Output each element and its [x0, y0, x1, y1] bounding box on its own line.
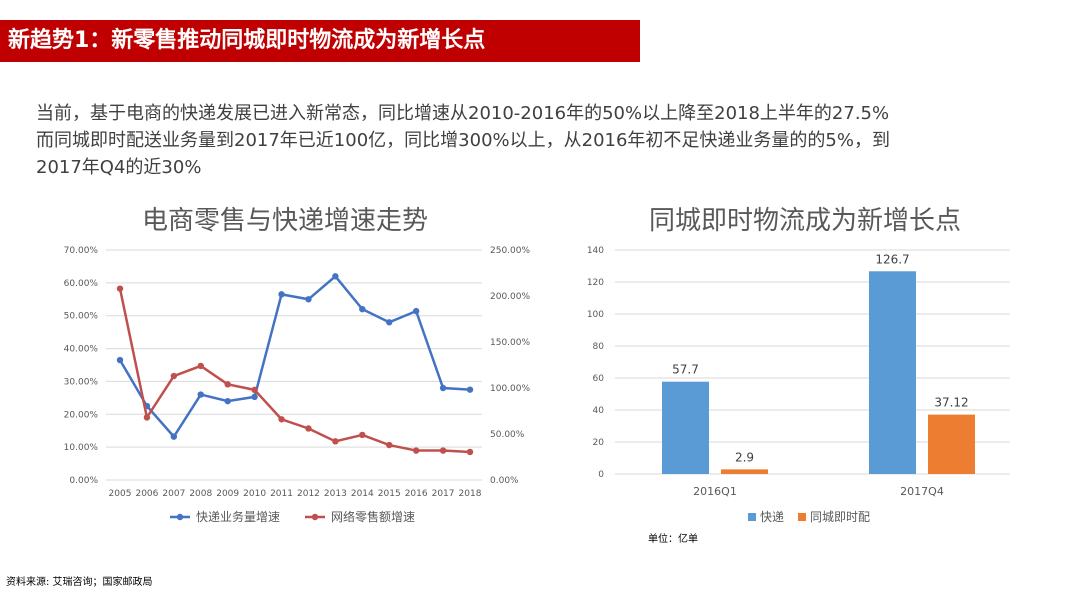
bar-value-label: 57.7 — [672, 363, 699, 377]
y-right-tick-label: 50.00% — [490, 430, 525, 440]
y-tick-label: 100 — [587, 310, 604, 320]
data-point — [332, 273, 339, 280]
intro-paragraph: 当前，基于电商的快递发展已进入新常态，同比增速从2010-2016年的50%以上… — [36, 100, 1046, 181]
bar-value-label: 37.12 — [934, 396, 968, 410]
bar — [662, 381, 709, 474]
x-tick-label: 2013 — [324, 489, 347, 499]
x-tick-label: 2017Q4 — [900, 485, 944, 498]
data-point — [251, 393, 258, 401]
data-point — [466, 448, 474, 456]
x-tick-label: 2018 — [459, 489, 482, 499]
y-tick-label: 0 — [598, 470, 604, 480]
bar — [869, 271, 916, 474]
intro-line-1: 当前，基于电商的快递发展已进入新常态，同比增速从2010-2016年的50%以上… — [36, 103, 890, 124]
data-point — [386, 441, 393, 449]
line-chart-title: 电商零售与快递增速走势 — [141, 206, 428, 236]
x-tick-label: 2012 — [297, 489, 320, 499]
legend-swatch-marker — [176, 513, 184, 521]
x-tick-label: 2014 — [351, 489, 374, 499]
y-tick-label: 120 — [587, 278, 604, 288]
x-tick-label: 2015 — [378, 489, 401, 499]
bar — [928, 414, 975, 474]
bar — [721, 469, 768, 474]
series-line-2 — [118, 288, 471, 454]
x-tick-label: 2007 — [162, 489, 185, 499]
bar-chart-title: 同城即时物流成为新增长点 — [648, 206, 961, 236]
intro-line-2: 而同城即时配送业务量到2017年已近100亿，同比增300%以上，从2016年初… — [36, 130, 890, 151]
x-tick-label: 2016Q1 — [693, 485, 737, 498]
y-left-tick-label: 30.00% — [64, 377, 99, 387]
y-left-tick-label: 60.00% — [64, 279, 99, 289]
data-point — [466, 386, 474, 393]
y-right-tick-label: 100.00% — [490, 384, 530, 394]
y-tick-label: 60 — [593, 374, 605, 384]
y-left-tick-label: 70.00% — [64, 246, 99, 256]
legend-label: 快递业务量增速 — [196, 509, 280, 524]
legend-label: 同城即时配 — [810, 510, 870, 524]
legend-swatch — [798, 513, 806, 521]
legend-label: 网络零售额增速 — [331, 509, 415, 524]
data-point — [170, 372, 178, 380]
data-point — [359, 431, 366, 439]
source-note: 资料来源: 艾瑞咨询；国家邮政局 — [6, 577, 153, 588]
y-left-tick-label: 40.00% — [64, 345, 99, 355]
x-tick-label: 2011 — [270, 489, 293, 499]
data-point — [197, 362, 204, 370]
bar-value-label: 2.9 — [735, 450, 754, 464]
x-tick-label: 2006 — [135, 489, 158, 499]
data-point — [439, 384, 447, 392]
data-point — [278, 416, 285, 423]
data-point — [251, 386, 258, 394]
x-tick-label: 2008 — [189, 489, 212, 499]
data-point — [359, 305, 366, 313]
data-point — [305, 296, 312, 303]
data-point — [386, 319, 393, 326]
page-title: 新趋势1：新零售推动同城即时物流成为新增长点 — [0, 20, 640, 62]
data-point — [224, 397, 231, 405]
bar-chart: 0 20 40 60 80 100 120 140 2016Q1 2017Q4 57.7 126.7 2… — [587, 246, 1010, 524]
y-left-tick-label: 50.00% — [64, 312, 99, 322]
data-point — [305, 425, 312, 432]
data-point — [412, 447, 420, 454]
data-point — [197, 391, 204, 398]
data-point — [170, 433, 178, 440]
data-point — [332, 438, 339, 445]
y-tick-label: 140 — [587, 246, 604, 256]
y-right-tick-label: 150.00% — [490, 338, 530, 348]
intro-line-3: 2017年Q4的近30% — [36, 157, 202, 178]
legend-swatch — [748, 513, 756, 521]
data-point — [224, 381, 231, 388]
data-point — [116, 356, 124, 364]
unit-note: 单位：亿单 — [648, 534, 698, 545]
legend-swatch-marker — [311, 513, 319, 521]
x-tick-label: 2005 — [109, 489, 132, 499]
data-point — [412, 307, 420, 315]
bar-value-label: 126.7 — [875, 252, 909, 266]
y-left-tick-label: 0.00% — [69, 476, 98, 486]
y-tick-label: 40 — [593, 406, 605, 416]
x-tick-label: 2009 — [216, 489, 239, 499]
data-point — [439, 447, 447, 454]
y-tick-label: 80 — [593, 342, 605, 352]
data-point — [143, 414, 151, 421]
y-left-tick-label: 20.00% — [64, 410, 99, 420]
y-left-tick-label: 10.00% — [64, 443, 99, 453]
data-point — [278, 291, 285, 298]
y-right-tick-label: 200.00% — [490, 292, 530, 302]
legend-label: 快递 — [760, 510, 784, 524]
y-right-tick-label: 0.00% — [490, 476, 519, 486]
line-chart: 0.00% 10.00% 20.00% 30.00% 40.00% 50.00% 60.00… — [64, 246, 531, 524]
x-tick-label: 2010 — [243, 489, 266, 499]
x-tick-label: 2016 — [405, 489, 428, 499]
x-tick-label: 2017 — [432, 489, 455, 499]
y-right-tick-label: 250.00% — [490, 246, 530, 256]
series-line-1 — [118, 274, 471, 439]
data-point — [116, 285, 124, 292]
y-tick-label: 20 — [593, 438, 605, 448]
